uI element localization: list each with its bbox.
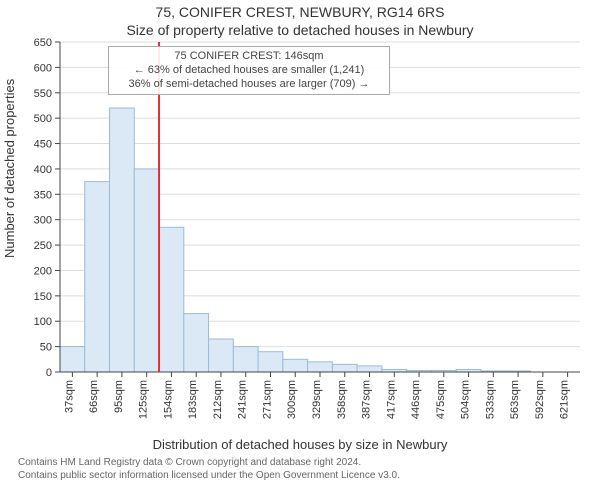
histogram-bar — [283, 359, 308, 372]
annotation-line: 75 CONIFER CREST: 146sqm — [115, 50, 383, 64]
svg-text:300sqm: 300sqm — [286, 380, 298, 419]
svg-text:621sqm: 621sqm — [559, 380, 571, 419]
svg-text:183sqm: 183sqm — [187, 380, 199, 419]
svg-text:100: 100 — [34, 316, 52, 328]
histogram-chart: 0 50 100 150 200 250 300 350 400 450 500 550 600 650 3… — [0, 38, 600, 430]
svg-text:446sqm: 446sqm — [410, 380, 422, 419]
svg-text:592sqm: 592sqm — [534, 380, 546, 419]
svg-text:66sqm: 66sqm — [88, 380, 100, 413]
x-axis-caption: Distribution of detached houses by size … — [0, 437, 600, 452]
svg-text:358sqm: 358sqm — [336, 380, 348, 419]
page-subtitle: Size of property relative to detached ho… — [0, 22, 600, 38]
histogram-bar — [258, 352, 283, 372]
svg-text:329sqm: 329sqm — [311, 380, 323, 419]
svg-text:241sqm: 241sqm — [237, 380, 249, 419]
svg-text:504sqm: 504sqm — [460, 380, 472, 419]
svg-text:500: 500 — [34, 113, 52, 125]
svg-text:37sqm: 37sqm — [63, 380, 75, 413]
svg-text:150: 150 — [34, 291, 52, 303]
svg-text:417sqm: 417sqm — [385, 380, 397, 419]
svg-text:300: 300 — [34, 215, 52, 227]
svg-text:271sqm: 271sqm — [261, 380, 273, 419]
histogram-bar — [159, 227, 184, 372]
svg-text:475sqm: 475sqm — [435, 380, 447, 419]
histogram-bar — [233, 347, 258, 372]
svg-text:650: 650 — [34, 38, 52, 49]
footer-attribution: Contains HM Land Registry data © Crown c… — [0, 452, 600, 482]
chart-container: Number of detached properties 0 50 100 150 2… — [0, 38, 600, 435]
histogram-bar — [110, 108, 135, 372]
svg-text:154sqm: 154sqm — [162, 380, 174, 419]
svg-text:533sqm: 533sqm — [484, 380, 496, 419]
histogram-bar — [184, 314, 209, 372]
svg-text:50: 50 — [40, 342, 52, 354]
svg-text:250: 250 — [34, 240, 52, 252]
svg-text:563sqm: 563sqm — [509, 380, 521, 419]
svg-text:550: 550 — [34, 88, 52, 100]
svg-text:0: 0 — [46, 367, 52, 379]
histogram-bar — [357, 366, 382, 372]
svg-text:450: 450 — [34, 139, 52, 151]
annotation-line: 36% of semi-detached houses are larger (… — [115, 78, 383, 92]
histogram-bar — [308, 362, 333, 372]
histogram-bar — [332, 364, 357, 372]
svg-text:95sqm: 95sqm — [113, 380, 125, 413]
histogram-bar — [209, 339, 234, 372]
svg-text:387sqm: 387sqm — [361, 380, 373, 419]
y-axis-label: Number of detached properties — [2, 79, 17, 258]
annotation-box: 75 CONIFER CREST: 146sqm ← 63% of detach… — [108, 46, 390, 95]
histogram-bar — [134, 169, 159, 372]
svg-text:400: 400 — [34, 164, 52, 176]
annotation-line: ← 63% of detached houses are smaller (1,… — [115, 64, 383, 78]
histogram-bar — [85, 182, 110, 372]
svg-text:600: 600 — [34, 62, 52, 74]
svg-text:350: 350 — [34, 189, 52, 201]
svg-text:212sqm: 212sqm — [212, 380, 224, 419]
page-title: 75, CONIFER CREST, NEWBURY, RG14 6RS — [0, 4, 600, 20]
footer-line: Contains public sector information licen… — [18, 469, 592, 482]
footer-line: Contains HM Land Registry data © Crown c… — [18, 456, 592, 469]
svg-text:125sqm: 125sqm — [138, 380, 150, 419]
histogram-bar — [60, 347, 85, 372]
svg-text:200: 200 — [34, 265, 52, 277]
